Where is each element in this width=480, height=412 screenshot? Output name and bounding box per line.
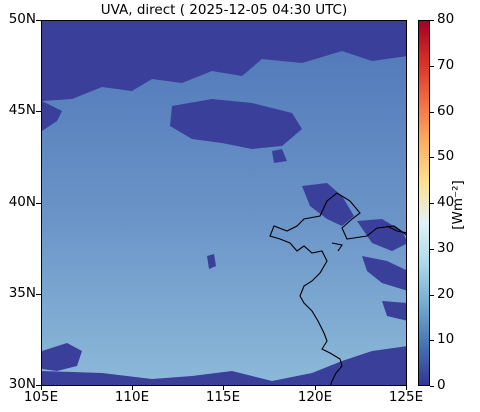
lat-tick-label: 50N (8, 11, 36, 27)
lon-tickmark (315, 386, 316, 390)
lon-tick-label: 110E (114, 389, 150, 405)
colorbar-label: [Wm⁻²] (450, 180, 466, 230)
lon-tick-label: 115E (205, 389, 241, 405)
lat-tickmark (36, 294, 41, 295)
lon-tickmark (223, 386, 224, 390)
lon-tick-label: 120E (297, 389, 333, 405)
lat-tick-label: 35N (8, 285, 36, 301)
colorbar-tick-label: 20 (437, 286, 455, 302)
colorbar-tickmark (430, 66, 434, 67)
colorbar-tick-label: 40 (437, 194, 455, 210)
colorbar-tickmark (430, 249, 434, 250)
colorbar-tickmark (430, 340, 434, 341)
coastline (269, 192, 406, 385)
lat-tickmark (36, 20, 41, 21)
colorbar-tick-label: 10 (437, 331, 455, 347)
colorbar-tickmark (430, 20, 434, 21)
lat-tickmark (36, 111, 41, 112)
lon-tickmark (406, 386, 407, 390)
colorbar-tickmark (430, 295, 434, 296)
lon-tickmark (132, 386, 133, 390)
lat-tickmark (36, 385, 41, 386)
map-canvas (42, 21, 406, 385)
colorbar-tickmark (430, 112, 434, 113)
lat-tick-label: 40N (8, 194, 36, 210)
lon-tick-label: 105E (23, 389, 59, 405)
colorbar-tickmark (430, 157, 434, 158)
map-plot-area[interactable] (41, 20, 407, 386)
lat-tickmark (36, 203, 41, 204)
colorbar-tick-label: 0 (437, 377, 446, 393)
colorbar-tick-label: 50 (437, 148, 455, 164)
lon-tick-label: 125E (388, 389, 424, 405)
lat-tick-label: 45N (8, 102, 36, 118)
colorbar-tickmark (430, 386, 434, 387)
colorbar-tick-label: 60 (437, 103, 455, 119)
colorbar-tick-label: 30 (437, 240, 455, 256)
lat-tick-label: 30N (8, 376, 36, 392)
colorbar (418, 20, 430, 386)
cloud-cover (42, 21, 406, 385)
lon-tickmark (41, 386, 42, 390)
map-title: UVA, direct ( 2025-12-05 04:30 UTC) (100, 2, 348, 18)
colorbar-tick-label: 80 (437, 11, 455, 27)
colorbar-tick-label: 70 (437, 57, 455, 73)
colorbar-tickmark (430, 203, 434, 204)
